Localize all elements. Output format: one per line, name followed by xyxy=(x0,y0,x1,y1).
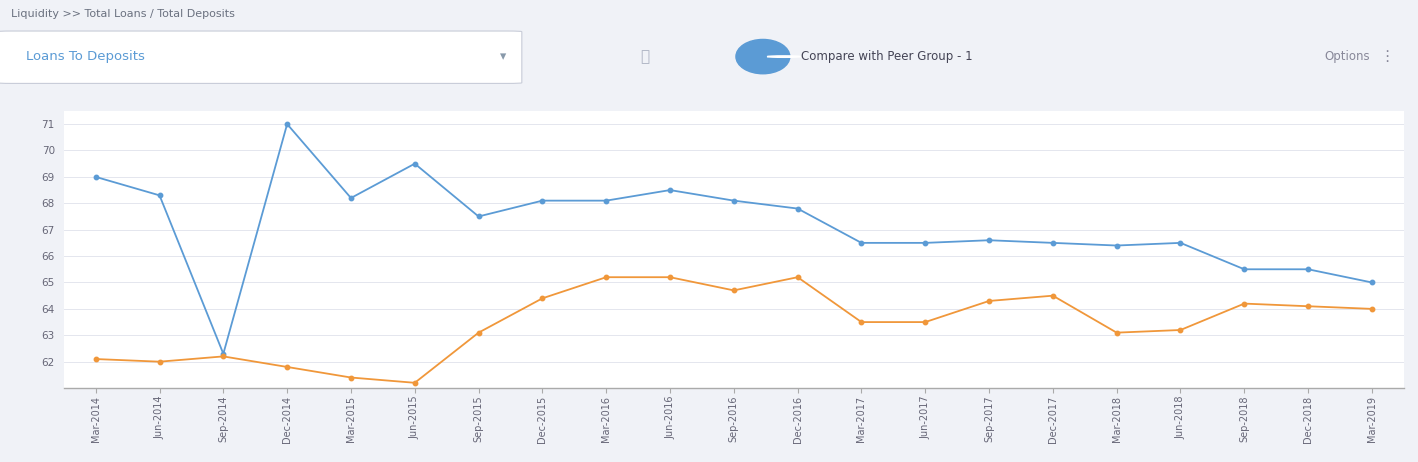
480228 - BANK OF AMERICA, NATIONAL ASSOCIATION xyxy=(788,206,805,211)
Peer Group - 1 xyxy=(1299,304,1316,309)
Peer Group - 1 xyxy=(661,274,678,280)
Peer Group - 1 xyxy=(406,380,423,386)
480228 - BANK OF AMERICA, NATIONAL ASSOCIATION xyxy=(1044,240,1061,246)
Peer Group - 1 xyxy=(980,298,997,304)
Peer Group - 1 xyxy=(916,319,933,325)
Peer Group - 1 xyxy=(278,364,295,370)
480228 - BANK OF AMERICA, NATIONAL ASSOCIATION xyxy=(597,198,614,203)
480228 - BANK OF AMERICA, NATIONAL ASSOCIATION xyxy=(725,198,743,203)
Text: ▾: ▾ xyxy=(501,50,506,63)
480228 - BANK OF AMERICA, NATIONAL ASSOCIATION xyxy=(1363,280,1380,285)
Text: Options: Options xyxy=(1324,50,1370,63)
480228 - BANK OF AMERICA, NATIONAL ASSOCIATION xyxy=(278,122,295,127)
480228 - BANK OF AMERICA, NATIONAL ASSOCIATION xyxy=(1109,243,1126,248)
480228 - BANK OF AMERICA, NATIONAL ASSOCIATION xyxy=(852,240,869,246)
480228 - BANK OF AMERICA, NATIONAL ASSOCIATION xyxy=(86,174,105,180)
480228 - BANK OF AMERICA, NATIONAL ASSOCIATION xyxy=(980,237,997,243)
Peer Group - 1 xyxy=(597,274,614,280)
Peer Group - 1 xyxy=(150,359,167,365)
480228 - BANK OF AMERICA, NATIONAL ASSOCIATION xyxy=(1235,267,1252,272)
Line: 480228 - BANK OF AMERICA, NATIONAL ASSOCIATION: 480228 - BANK OF AMERICA, NATIONAL ASSOC… xyxy=(94,122,1374,356)
Peer Group - 1 xyxy=(1363,306,1380,312)
480228 - BANK OF AMERICA, NATIONAL ASSOCIATION xyxy=(214,351,231,357)
480228 - BANK OF AMERICA, NATIONAL ASSOCIATION xyxy=(150,193,167,198)
480228 - BANK OF AMERICA, NATIONAL ASSOCIATION xyxy=(343,195,360,201)
Text: Compare with Peer Group - 1: Compare with Peer Group - 1 xyxy=(801,50,973,63)
Text: ⓘ: ⓘ xyxy=(641,49,649,64)
Peer Group - 1 xyxy=(852,319,869,325)
FancyBboxPatch shape xyxy=(0,31,522,84)
Peer Group - 1 xyxy=(343,375,360,380)
Peer Group - 1 xyxy=(1235,301,1252,306)
Peer Group - 1 xyxy=(1109,330,1126,335)
Peer Group - 1 xyxy=(86,356,105,362)
Peer Group - 1 xyxy=(533,296,550,301)
Peer Group - 1 xyxy=(1171,327,1188,333)
Text: Loans To Deposits: Loans To Deposits xyxy=(26,50,145,63)
480228 - BANK OF AMERICA, NATIONAL ASSOCIATION xyxy=(406,161,423,166)
Peer Group - 1 xyxy=(214,353,231,359)
Circle shape xyxy=(767,56,801,57)
Line: Peer Group - 1: Peer Group - 1 xyxy=(94,275,1374,385)
480228 - BANK OF AMERICA, NATIONAL ASSOCIATION xyxy=(533,198,550,203)
Text: ⋮: ⋮ xyxy=(1380,49,1394,64)
Peer Group - 1 xyxy=(1044,293,1061,298)
Text: Liquidity >> Total Loans / Total Deposits: Liquidity >> Total Loans / Total Deposit… xyxy=(11,9,235,19)
Peer Group - 1 xyxy=(788,274,805,280)
480228 - BANK OF AMERICA, NATIONAL ASSOCIATION xyxy=(1171,240,1188,246)
Peer Group - 1 xyxy=(725,288,743,293)
Peer Group - 1 xyxy=(469,330,488,335)
480228 - BANK OF AMERICA, NATIONAL ASSOCIATION xyxy=(661,187,678,193)
Ellipse shape xyxy=(736,39,790,74)
480228 - BANK OF AMERICA, NATIONAL ASSOCIATION xyxy=(916,240,933,246)
480228 - BANK OF AMERICA, NATIONAL ASSOCIATION xyxy=(469,214,488,219)
480228 - BANK OF AMERICA, NATIONAL ASSOCIATION xyxy=(1299,267,1316,272)
